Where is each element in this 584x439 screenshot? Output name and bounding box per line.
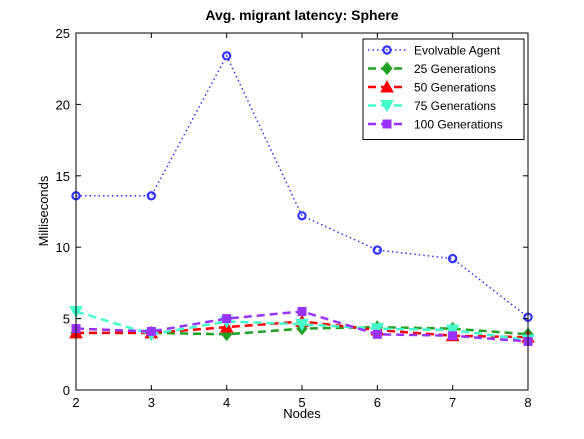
legend-label: Evolvable Agent xyxy=(414,44,501,58)
legend-label: 50 Generations xyxy=(414,81,496,95)
data-point xyxy=(146,191,157,201)
x-tick-label: 7 xyxy=(449,395,456,410)
legend: Evolvable Agent 25 Generations 50 Generati… xyxy=(362,38,525,140)
y-tick-label: 10 xyxy=(56,240,70,255)
x-tick-label: 4 xyxy=(223,395,230,410)
x-tick-label: 3 xyxy=(148,395,155,410)
legend-label: 100 Generations xyxy=(414,118,503,132)
data-point xyxy=(372,245,383,255)
legend-marker xyxy=(382,45,392,55)
data-point xyxy=(445,324,460,338)
data-point xyxy=(448,331,458,341)
x-tick-label: 8 xyxy=(524,395,531,410)
x-axis-label: Nodes xyxy=(283,406,321,421)
y-tick-label: 5 xyxy=(63,312,70,327)
legend-marker xyxy=(380,100,394,113)
legend-marker xyxy=(382,119,392,129)
x-tick-label: 5 xyxy=(298,395,305,410)
y-tick-label: 15 xyxy=(56,169,70,184)
chart-title: Avg. migrant latency: Sphere xyxy=(205,7,398,23)
data-point xyxy=(372,329,382,339)
data-point xyxy=(297,211,307,221)
x-tick-label: 6 xyxy=(374,395,381,410)
legend-label: 75 Generations xyxy=(414,99,496,113)
y-tick-label: 20 xyxy=(56,97,70,112)
data-point xyxy=(221,51,232,61)
y-tick-label: 25 xyxy=(56,26,70,41)
y-axis-label: Milliseconds xyxy=(36,175,51,246)
x-tick-label: 2 xyxy=(72,395,79,410)
legend-marker xyxy=(381,61,393,76)
data-point xyxy=(370,323,385,336)
plot-area xyxy=(69,51,535,348)
data-point xyxy=(297,306,307,316)
data-point xyxy=(447,253,458,264)
data-point xyxy=(146,326,156,336)
legend-marker xyxy=(380,79,394,93)
data-point xyxy=(222,314,232,324)
legend-label: 25 Generations xyxy=(414,62,496,76)
data-point xyxy=(295,318,309,332)
axis-ticks: 2 3 4 5 6 7 8 0 5 10 15 20 25 xyxy=(56,26,532,410)
y-tick-label: 0 xyxy=(63,383,70,398)
